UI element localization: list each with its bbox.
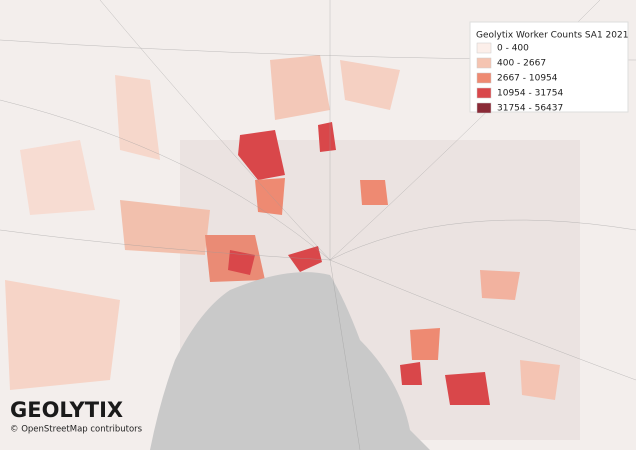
suburbs [5, 55, 580, 440]
legend-label: 2667 - 10954 [497, 74, 558, 84]
legend-box [469, 21, 629, 113]
legend-title: Geolytix Worker Counts SA1 2021 [476, 31, 628, 41]
legend-swatch [476, 72, 492, 84]
legend-swatch [476, 102, 492, 114]
legend-swatch [476, 87, 492, 99]
legend-label: 10954 - 31754 [497, 89, 564, 99]
bay [150, 272, 430, 450]
legend-swatch [476, 42, 492, 54]
legend-label: 0 - 400 [497, 44, 529, 54]
legend-label: 400 - 2667 [497, 59, 546, 69]
logo: GEOLYTIX [10, 398, 123, 422]
attribution: © OpenStreetMap contributors [10, 425, 143, 435]
legend: Geolytix Worker Counts SA1 2021 0 - 400 4… [469, 21, 629, 114]
legend-swatch [476, 57, 492, 69]
legend-label: 31754 - 56437 [497, 104, 563, 114]
